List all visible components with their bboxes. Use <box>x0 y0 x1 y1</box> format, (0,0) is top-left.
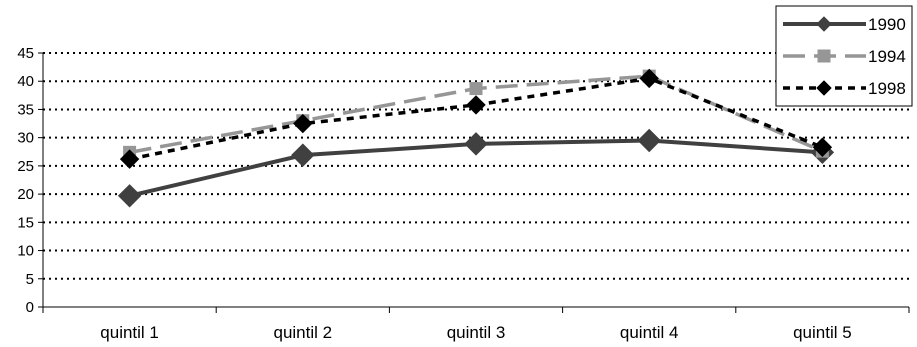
y-tick-label: 0 <box>26 299 34 316</box>
legend-label: 1994 <box>868 47 906 66</box>
x-tick-label: quintil 3 <box>447 323 506 342</box>
x-tick-label: quintil 1 <box>100 323 159 342</box>
data-point-1998 <box>119 149 140 169</box>
data-point-1990 <box>291 143 315 167</box>
y-tick-label: 20 <box>17 186 34 203</box>
y-tick-label: 5 <box>26 271 34 288</box>
x-tick-label: quintil 4 <box>620 323 679 342</box>
data-point-1998 <box>812 137 833 157</box>
y-tick-label: 35 <box>17 101 34 118</box>
legend: 1990 1994 1998 <box>775 5 913 107</box>
series-1998 <box>119 68 833 169</box>
y-tick-label: 15 <box>17 214 34 231</box>
data-point-1998 <box>293 113 313 134</box>
legend-label: 1990 <box>868 15 906 34</box>
legend-entry-1994: 1994 <box>783 47 906 66</box>
data-point-1998 <box>639 68 659 89</box>
x-tick-label: quintil 5 <box>793 323 852 342</box>
legend-swatch-marker <box>816 16 832 32</box>
data-point-1990 <box>117 184 142 208</box>
data-point-1990 <box>637 128 661 153</box>
x-tick-label: quintil 2 <box>273 323 332 342</box>
y-tick-label: 10 <box>17 243 34 260</box>
y-tick-label: 30 <box>17 130 34 147</box>
data-point-1994 <box>469 82 483 96</box>
legend-swatch-marker <box>816 80 832 96</box>
series-lines <box>117 68 835 208</box>
legend-label: 1998 <box>868 79 906 98</box>
legend-entry-1990: 1990 <box>783 15 906 34</box>
y-tick-label: 25 <box>17 158 34 175</box>
legend-swatch-marker <box>817 49 831 63</box>
axes: 0 5 10 15 20 25 30 35 40 45 quintil 1 quintil 2 quin… <box>17 45 910 342</box>
legend-entry-1998: 1998 <box>783 79 906 98</box>
data-point-1998 <box>466 95 486 115</box>
data-point-1990 <box>464 132 488 156</box>
y-tick-label: 45 <box>17 45 34 62</box>
y-tick-label: 40 <box>17 73 34 90</box>
